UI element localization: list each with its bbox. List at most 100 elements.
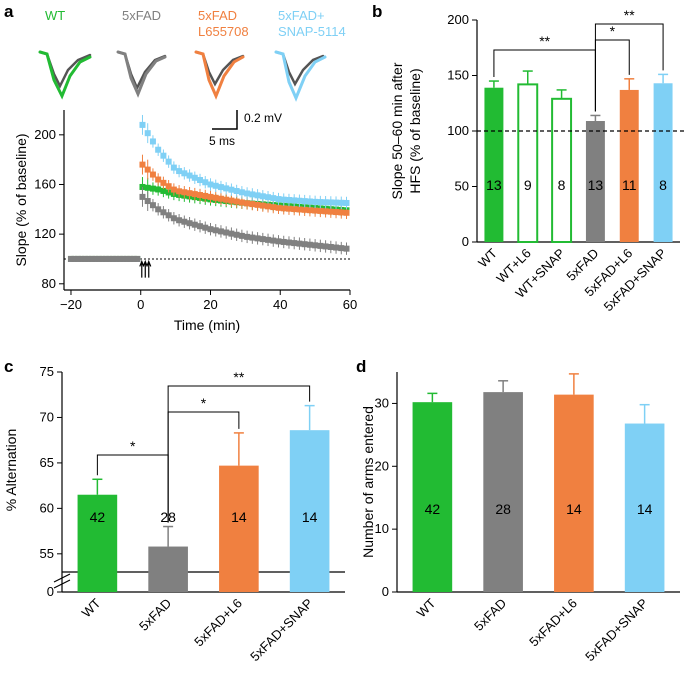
data-point — [244, 190, 251, 197]
data-point — [160, 187, 167, 194]
n-label: 14 — [231, 509, 247, 525]
data-point — [291, 206, 298, 213]
data-point — [202, 179, 209, 186]
bar — [554, 394, 594, 592]
x-tick-label: 0 — [137, 297, 144, 312]
n-label: 9 — [524, 177, 532, 193]
scale-bar-lines — [212, 110, 238, 130]
hfs-arrow — [146, 259, 152, 278]
bar — [517, 83, 539, 243]
data-point — [254, 235, 261, 242]
data-point — [317, 199, 324, 206]
y-tick-label: 75 — [40, 364, 54, 379]
category-label: 5xFAD+SNAP — [582, 596, 651, 665]
data-point — [296, 240, 303, 247]
trace-label-l6-line2: L655708 — [198, 24, 249, 39]
data-point — [139, 161, 146, 168]
significance-bracket — [594, 23, 664, 112]
data-point — [265, 194, 272, 201]
data-point — [238, 232, 245, 239]
data-point — [254, 192, 261, 199]
trace-label-snap-line1: 5xFAD+ — [278, 8, 325, 23]
chart-arms-entered: 0 10 20 30 42 WT 28 5xFAD 14 5xFAD+L6 14 5xFAD+SNAP… — [360, 372, 680, 664]
y-axis-label: Slope (% of baseline) — [13, 133, 29, 266]
data-point — [275, 196, 282, 203]
data-point — [155, 146, 162, 153]
data-point — [155, 186, 162, 193]
data-point — [312, 207, 319, 214]
data-point — [327, 243, 334, 250]
n-label: 8 — [558, 177, 566, 193]
y-axis-label-line1: Slope 50–60 min after — [389, 62, 405, 199]
data-point — [197, 192, 204, 199]
data-point — [85, 255, 92, 262]
data-point — [149, 171, 156, 178]
category-label: 5xFAD — [136, 596, 174, 634]
data-point — [322, 208, 329, 215]
data-point — [343, 245, 350, 252]
y-tick-label: 80 — [42, 276, 56, 291]
data-point — [170, 215, 177, 222]
series-wt — [67, 177, 350, 262]
data-point — [191, 221, 198, 228]
data-point — [181, 170, 188, 177]
category-label: 5xFAD+L6 — [526, 596, 580, 650]
y-tick-label: 20 — [375, 458, 389, 473]
data-point — [186, 190, 193, 197]
data-point — [291, 197, 298, 204]
data-point — [176, 188, 183, 195]
x-tick-label: 20 — [203, 297, 217, 312]
y-axis-label-line2: HFS (% of baseline) — [407, 68, 423, 193]
significance-label: * — [130, 438, 136, 454]
data-point — [160, 152, 167, 159]
data-point — [207, 226, 214, 233]
data-point — [99, 255, 106, 262]
data-point — [317, 207, 324, 214]
significance-label: ** — [539, 33, 550, 49]
panel-label-d: d — [356, 357, 366, 376]
y-tick-label: 50 — [455, 179, 469, 194]
y-tick-label: 10 — [375, 521, 389, 536]
panel-label-a: a — [4, 2, 14, 21]
hfs-arrow — [142, 259, 148, 278]
data-point — [139, 121, 146, 128]
bar — [77, 494, 118, 592]
trace-label-l6-line1: 5xFAD — [198, 8, 237, 23]
data-point — [120, 255, 127, 262]
data-point — [244, 200, 251, 207]
axis-break — [53, 573, 71, 589]
data-point — [197, 223, 204, 230]
data-point — [333, 244, 340, 251]
data-point — [249, 191, 256, 198]
bar — [412, 402, 453, 592]
data-point — [280, 238, 287, 245]
data-point — [333, 199, 340, 206]
data-point — [327, 208, 334, 215]
data-point — [306, 207, 313, 214]
trace-label-5xfad: 5xFAD — [122, 8, 161, 23]
y-tick-label: 55 — [40, 546, 54, 561]
hfs-arrow — [139, 259, 145, 278]
n-label: 28 — [495, 501, 511, 517]
trace-wt-post — [38, 50, 92, 100]
data-point — [134, 255, 141, 262]
data-point — [202, 224, 209, 231]
y-axis-label: % Alternation — [3, 429, 19, 512]
data-point — [338, 245, 345, 252]
data-point — [67, 255, 74, 262]
n-label: 14 — [566, 501, 582, 517]
data-point — [301, 241, 308, 248]
n-label: 13 — [588, 177, 604, 193]
data-point — [197, 177, 204, 184]
data-point — [338, 209, 345, 216]
data-point — [155, 176, 162, 183]
data-point — [265, 236, 272, 243]
y-tick-label: 0 — [47, 584, 54, 599]
data-point — [228, 230, 235, 237]
data-point — [191, 191, 198, 198]
data-point — [317, 242, 324, 249]
data-point — [244, 233, 251, 240]
data-point — [191, 174, 198, 181]
significance-bracket — [493, 49, 596, 112]
data-point — [217, 184, 224, 191]
